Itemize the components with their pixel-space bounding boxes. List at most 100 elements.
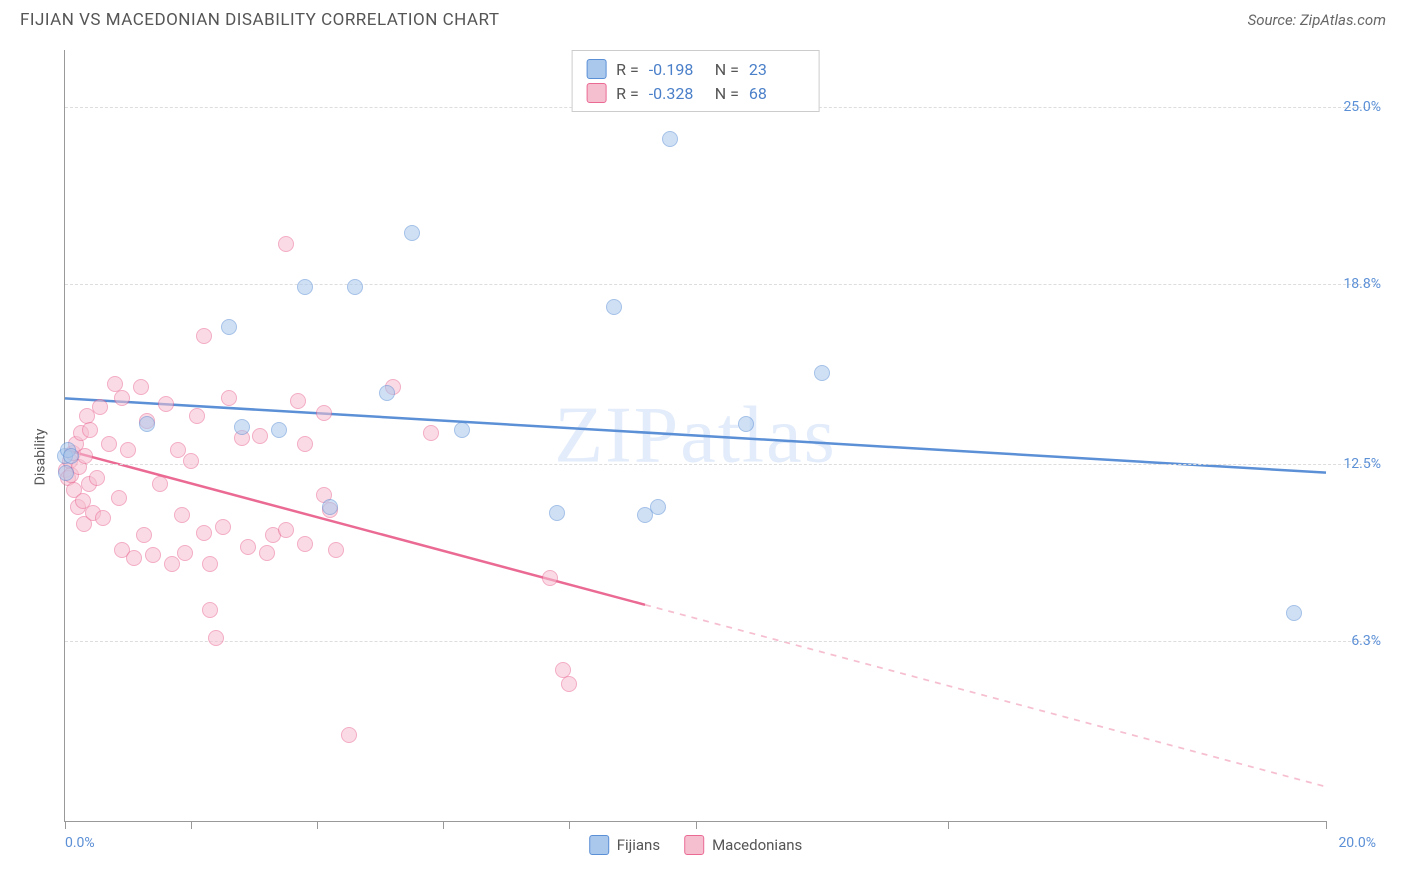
data-point-macedonians — [290, 393, 306, 409]
data-point-macedonians — [196, 525, 212, 541]
fijians-swatch — [586, 59, 606, 79]
data-point-fijians — [454, 422, 470, 438]
data-point-macedonians — [561, 676, 577, 692]
data-point-macedonians — [92, 399, 108, 415]
data-point-macedonians — [202, 556, 218, 572]
source-attribution: Source: ZipAtlas.com — [1248, 11, 1386, 29]
macedonians-r-value: -0.328 — [649, 84, 705, 103]
fijians-n-value: 23 — [749, 60, 805, 79]
data-point-fijians — [322, 499, 338, 515]
data-point-macedonians — [152, 476, 168, 492]
plot-area: ZIPatlas R = -0.198 N = 23 R = -0.328 N … — [64, 50, 1326, 822]
y-tick-label: 6.3% — [1351, 633, 1381, 649]
data-point-macedonians — [101, 436, 117, 452]
x-tick — [191, 821, 192, 829]
data-point-macedonians — [542, 570, 558, 586]
data-point-macedonians — [95, 510, 111, 526]
data-point-macedonians — [164, 556, 180, 572]
data-point-macedonians — [215, 519, 231, 535]
data-point-macedonians — [252, 428, 268, 444]
macedonians-swatch — [684, 835, 704, 855]
correlation-legend: R = -0.198 N = 23 R = -0.328 N = 68 — [571, 50, 820, 112]
data-point-macedonians — [259, 545, 275, 561]
x-tick — [569, 821, 570, 829]
data-point-macedonians — [189, 408, 205, 424]
data-point-macedonians — [240, 539, 256, 555]
data-point-fijians — [738, 416, 754, 432]
data-point-fijians — [814, 365, 830, 381]
data-point-fijians — [549, 505, 565, 521]
data-point-macedonians — [208, 630, 224, 646]
n-label: N = — [715, 60, 739, 79]
data-point-fijians — [139, 416, 155, 432]
legend-row-fijians: R = -0.198 N = 23 — [586, 57, 805, 81]
x-tick — [443, 821, 444, 829]
data-point-macedonians — [136, 527, 152, 543]
fijians-label: Fijians — [617, 836, 660, 854]
x-tick — [696, 821, 697, 829]
data-point-macedonians — [89, 470, 105, 486]
macedonians-label: Macedonians — [712, 836, 802, 854]
r-label: R = — [616, 84, 639, 103]
x-tick — [65, 821, 66, 829]
data-point-fijians — [297, 279, 313, 295]
data-point-macedonians — [341, 727, 357, 743]
data-point-macedonians — [278, 236, 294, 252]
gridline — [65, 464, 1376, 465]
r-label: R = — [616, 60, 639, 79]
gridline — [65, 641, 1376, 642]
data-point-macedonians — [297, 436, 313, 452]
gridline — [65, 284, 1376, 285]
data-point-macedonians — [196, 328, 212, 344]
data-point-macedonians — [177, 545, 193, 561]
y-tick-label: 18.8% — [1343, 276, 1381, 292]
data-point-macedonians — [183, 453, 199, 469]
data-point-macedonians — [120, 442, 136, 458]
fijians-r-value: -0.198 — [649, 60, 705, 79]
y-axis-label: Disability — [32, 429, 48, 486]
data-point-macedonians — [126, 550, 142, 566]
data-point-macedonians — [145, 547, 161, 563]
n-label: N = — [715, 84, 739, 103]
x-axis-max-label: 20.0% — [1338, 835, 1376, 851]
data-point-fijians — [606, 299, 622, 315]
watermark: ZIPatlas — [554, 390, 837, 481]
fijians-swatch — [589, 835, 609, 855]
data-point-macedonians — [316, 405, 332, 421]
x-tick — [317, 821, 318, 829]
data-point-macedonians — [77, 448, 93, 464]
data-point-fijians — [404, 225, 420, 241]
data-point-macedonians — [111, 490, 127, 506]
data-point-fijians — [221, 319, 237, 335]
data-point-macedonians — [202, 602, 218, 618]
data-point-fijians — [234, 419, 250, 435]
y-tick-label: 12.5% — [1343, 456, 1381, 472]
data-point-fijians — [650, 499, 666, 515]
data-point-fijians — [662, 131, 678, 147]
data-point-macedonians — [82, 422, 98, 438]
legend-row-macedonians: R = -0.328 N = 68 — [586, 81, 805, 105]
series-legend: Fijians Macedonians — [589, 835, 803, 855]
legend-item-macedonians: Macedonians — [684, 835, 802, 855]
data-point-fijians — [379, 385, 395, 401]
y-tick-label: 25.0% — [1343, 99, 1381, 115]
data-point-fijians — [271, 422, 287, 438]
data-point-fijians — [63, 448, 79, 464]
data-point-fijians — [347, 279, 363, 295]
data-point-macedonians — [328, 542, 344, 558]
data-point-macedonians — [158, 396, 174, 412]
chart-container: Disability ZIPatlas R = -0.198 N = 23 R … — [20, 42, 1386, 872]
data-point-macedonians — [297, 536, 313, 552]
x-tick — [1326, 821, 1327, 829]
chart-title: FIJIAN VS MACEDONIAN DISABILITY CORRELAT… — [20, 10, 499, 30]
legend-item-fijians: Fijians — [589, 835, 660, 855]
x-axis-min-label: 0.0% — [65, 835, 95, 851]
data-point-fijians — [1286, 605, 1302, 621]
data-point-macedonians — [133, 379, 149, 395]
data-point-macedonians — [278, 522, 294, 538]
data-point-macedonians — [423, 425, 439, 441]
data-point-macedonians — [114, 390, 130, 406]
macedonians-swatch — [586, 83, 606, 103]
x-tick — [948, 821, 949, 829]
data-point-macedonians — [174, 507, 190, 523]
